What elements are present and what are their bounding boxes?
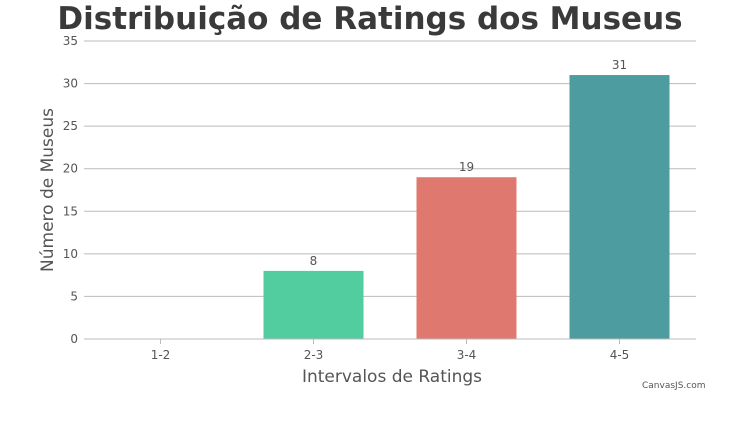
x-axis-ticks: 1-2 2-3 3-4 4-5 [151, 339, 630, 362]
chart-title: Distribuição de Ratings dos Museus [57, 1, 683, 37]
x-tick-label: 4-5 [610, 348, 630, 362]
y-tick-label: 5 [70, 289, 78, 303]
bar-4-5[interactable] [569, 75, 670, 340]
data-label: 19 [459, 160, 474, 174]
bar-2-3[interactable] [263, 270, 364, 339]
x-tick-label: 1-2 [151, 348, 171, 362]
x-tick-label: 3-4 [457, 348, 477, 362]
y-tick-label: 35 [63, 34, 78, 48]
x-axis-title: Intervalos de Ratings [302, 367, 482, 387]
bar-3-4[interactable] [416, 177, 517, 339]
y-axis-title: Número de Museus [38, 108, 58, 272]
y-tick-label: 25 [63, 119, 78, 133]
y-tick-label: 30 [63, 77, 78, 91]
data-labels: 8 19 31 [310, 58, 627, 268]
data-label: 8 [310, 254, 318, 268]
data-label: 31 [612, 58, 627, 72]
x-tick-label: 2-3 [304, 348, 324, 362]
bars [263, 75, 670, 340]
y-tick-label: 10 [63, 247, 78, 261]
y-tick-label: 15 [63, 204, 78, 218]
y-tick-label: 20 [63, 162, 78, 176]
y-axis-ticks: 0 5 10 15 20 25 30 35 [63, 34, 78, 346]
canvasjs-credit[interactable]: CanvasJS.com [642, 381, 706, 391]
y-tick-label: 0 [70, 332, 78, 346]
